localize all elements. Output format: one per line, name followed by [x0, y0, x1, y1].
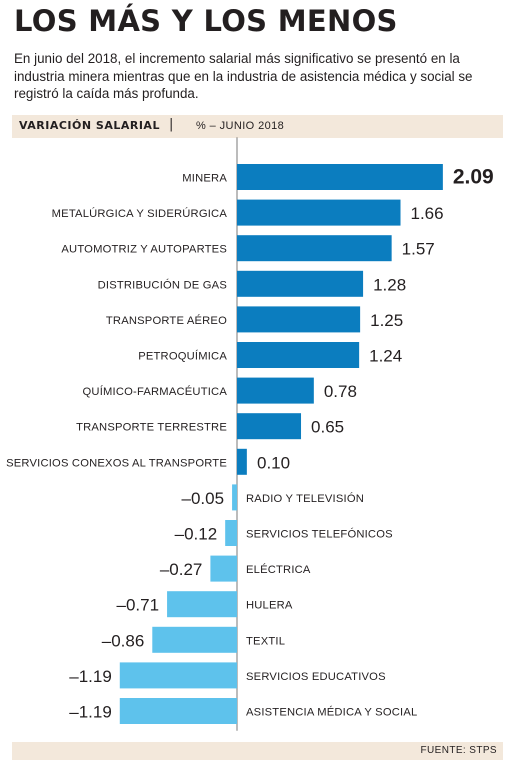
category-label: QUÍMICO-FARMACÉUTICA — [83, 385, 228, 398]
category-label: TRANSPORTE TERRESTRE — [76, 422, 227, 434]
category-label: METALÚRGICA Y SIDERÚRGICA — [52, 207, 228, 220]
bar — [237, 448, 247, 475]
value-label: –1.19 — [69, 703, 112, 722]
category-label: ASISTENCIA MÉDICA Y SOCIAL — [246, 706, 417, 719]
value-label: –1.19 — [69, 667, 112, 686]
value-label: –0.05 — [182, 489, 225, 508]
bar — [225, 520, 237, 546]
bar — [119, 662, 237, 689]
bar — [237, 306, 361, 333]
value-label: 0.65 — [311, 418, 344, 437]
bar — [237, 377, 314, 404]
value-label: 1.66 — [411, 204, 444, 223]
value-label: –0.27 — [160, 560, 203, 579]
category-label: SERVICIOS EDUCATIVOS — [246, 671, 386, 683]
category-label: HULERA — [246, 600, 293, 612]
bar — [237, 164, 443, 190]
value-label: 0.10 — [257, 453, 290, 472]
value-label: 1.24 — [369, 347, 402, 366]
category-label: TRANSPORTE AÉREO — [106, 314, 227, 327]
category-label: PETROQUÍMICA — [138, 350, 227, 363]
bar — [237, 199, 401, 226]
bar — [237, 413, 302, 440]
bar — [210, 555, 237, 582]
bar — [237, 342, 360, 368]
bar — [237, 270, 364, 297]
value-label: 1.25 — [370, 311, 403, 330]
category-label: DISTRIBUCIÓN DE GAS — [98, 278, 227, 291]
chart-subtitle: En junio del 2018, el incremento salaria… — [14, 51, 473, 101]
value-label: –0.12 — [175, 525, 218, 544]
header-unit: % – JUNIO 2018 — [196, 120, 285, 132]
category-label: MINERA — [182, 173, 227, 185]
category-label: SERVICIOS TELEFÓNICOS — [246, 528, 393, 541]
value-label: –0.86 — [102, 631, 145, 650]
bar — [119, 698, 237, 724]
value-label: 2.09 — [453, 166, 494, 189]
header-separator: | — [169, 117, 174, 132]
category-label: RADIO Y TELEVISIÓN — [246, 492, 364, 505]
bar — [152, 626, 237, 653]
chart-title: LOS MÁS Y LOS MENOS — [14, 4, 398, 38]
category-label: TEXTIL — [246, 635, 285, 647]
category-label: AUTOMOTRIZ Y AUTOPARTES — [61, 244, 227, 256]
bar — [232, 484, 237, 511]
value-label: –0.71 — [117, 596, 160, 615]
footer-band: FUENTE: STPS — [12, 742, 503, 760]
value-label: 1.28 — [373, 275, 406, 294]
value-label: 0.78 — [324, 382, 357, 401]
bar — [237, 235, 392, 262]
chart-header-band: VARIACIÓN SALARIAL | % – JUNIO 2018 — [12, 115, 503, 138]
category-label: SERVICIOS CONEXOS AL TRANSPORTE — [6, 457, 227, 469]
value-label: 1.57 — [402, 240, 435, 259]
bar — [167, 591, 237, 618]
header-label: VARIACIÓN SALARIAL — [19, 119, 160, 132]
source-note: FUENTE: STPS — [420, 745, 497, 756]
category-label: ELÉCTRICA — [246, 563, 311, 576]
